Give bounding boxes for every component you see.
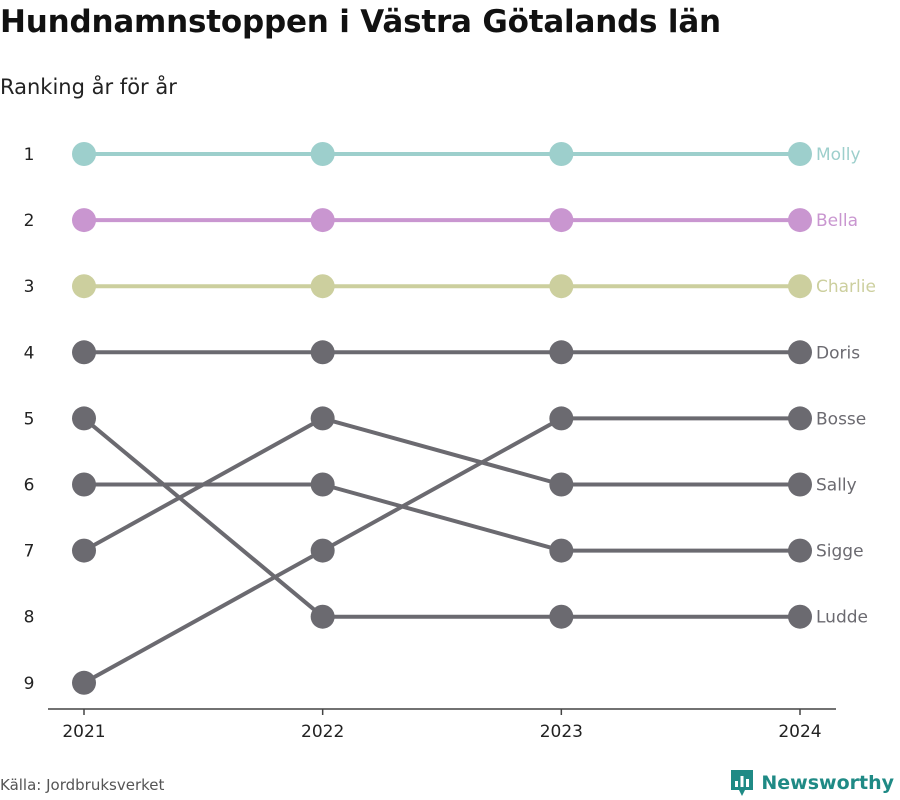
bar-chart-icon (731, 770, 754, 796)
series-label-doris: Doris (816, 343, 860, 363)
y-tick-label-5: 5 (24, 409, 35, 429)
point-doris-2022 (310, 340, 335, 365)
point-bella-2024 (788, 208, 812, 233)
y-tick-label-6: 6 (24, 476, 35, 496)
point-doris-2023 (549, 340, 574, 365)
point-bosse-2023 (549, 406, 574, 431)
point-molly-2022 (310, 142, 335, 166)
point-ludde-2021 (72, 406, 96, 431)
chart-title: Hundnamnstoppen i Västra Götalands län (0, 4, 721, 40)
y-tick-label-8: 8 (24, 608, 35, 628)
series-label-bella: Bella (816, 211, 858, 231)
x-axis-ticks: 2021 2022 2023 2024 (62, 709, 822, 742)
point-molly-2023 (549, 142, 574, 166)
series-line-sigge (84, 482, 800, 553)
point-sally-2024 (788, 472, 812, 497)
y-tick-label-4: 4 (24, 343, 35, 363)
brand-logo[interactable]: Newsworthy (729, 768, 894, 798)
point-sigge-2023 (549, 538, 574, 563)
y-tick-label-9: 9 (24, 674, 35, 694)
point-bosse-2021 (72, 670, 96, 695)
point-ludde-2024 (788, 604, 812, 629)
series-points (72, 142, 812, 695)
source-note: Källa: Jordbruksverket (0, 776, 165, 794)
point-sally-2023 (549, 472, 574, 497)
series-label-sigge: Sigge (816, 542, 864, 562)
x-tick-label-2022: 2022 (301, 722, 344, 742)
point-bella-2022 (310, 208, 335, 233)
bump-chart: Doris Bosse Sally Sigge Ludde Molly Bella Charl… (24, 142, 876, 742)
point-bella-2023 (549, 208, 574, 233)
point-molly-2024 (788, 142, 812, 166)
series-line-bosse (83, 416, 800, 685)
series-labels: Doris Bosse Sally Sigge Ludde Molly Bella Charl… (816, 145, 876, 628)
chart-subtitle: Ranking år för år (0, 75, 177, 99)
series-lines (82, 152, 800, 685)
series-label-bosse: Bosse (816, 409, 866, 429)
point-bosse-2024 (788, 406, 812, 431)
point-bosse-2022 (310, 538, 335, 563)
point-bella-2021 (72, 208, 96, 233)
brand-name: Newsworthy (761, 772, 894, 794)
series-label-molly: Molly (816, 145, 861, 165)
point-doris-2021 (72, 340, 96, 365)
y-tick-label-1: 1 (24, 145, 35, 165)
point-sally-2022 (310, 406, 335, 431)
point-charlie-2024 (788, 274, 812, 299)
point-sigge-2021 (72, 472, 96, 497)
point-charlie-2021 (72, 274, 96, 299)
series-line-ludde (82, 416, 800, 619)
x-tick-label-2021: 2021 (62, 722, 105, 742)
point-charlie-2022 (310, 274, 335, 299)
point-ludde-2023 (549, 604, 574, 629)
series-label-charlie: Charlie (816, 277, 876, 297)
point-sigge-2022 (310, 472, 335, 497)
x-tick-label-2024: 2024 (778, 722, 821, 742)
y-tick-label-2: 2 (24, 211, 35, 231)
y-tick-label-7: 7 (24, 542, 35, 562)
y-tick-label-3: 3 (24, 277, 35, 297)
series-label-ludde: Ludde (816, 608, 868, 628)
point-sally-2021 (72, 538, 96, 563)
x-tick-label-2023: 2023 (540, 722, 583, 742)
series-label-sally: Sally (816, 476, 857, 496)
point-doris-2024 (788, 340, 812, 365)
y-axis-ticks: 1 2 3 4 5 6 7 8 9 (24, 145, 35, 694)
point-charlie-2023 (549, 274, 574, 299)
point-ludde-2022 (310, 604, 335, 629)
point-sigge-2024 (788, 538, 812, 563)
point-molly-2021 (72, 142, 96, 166)
